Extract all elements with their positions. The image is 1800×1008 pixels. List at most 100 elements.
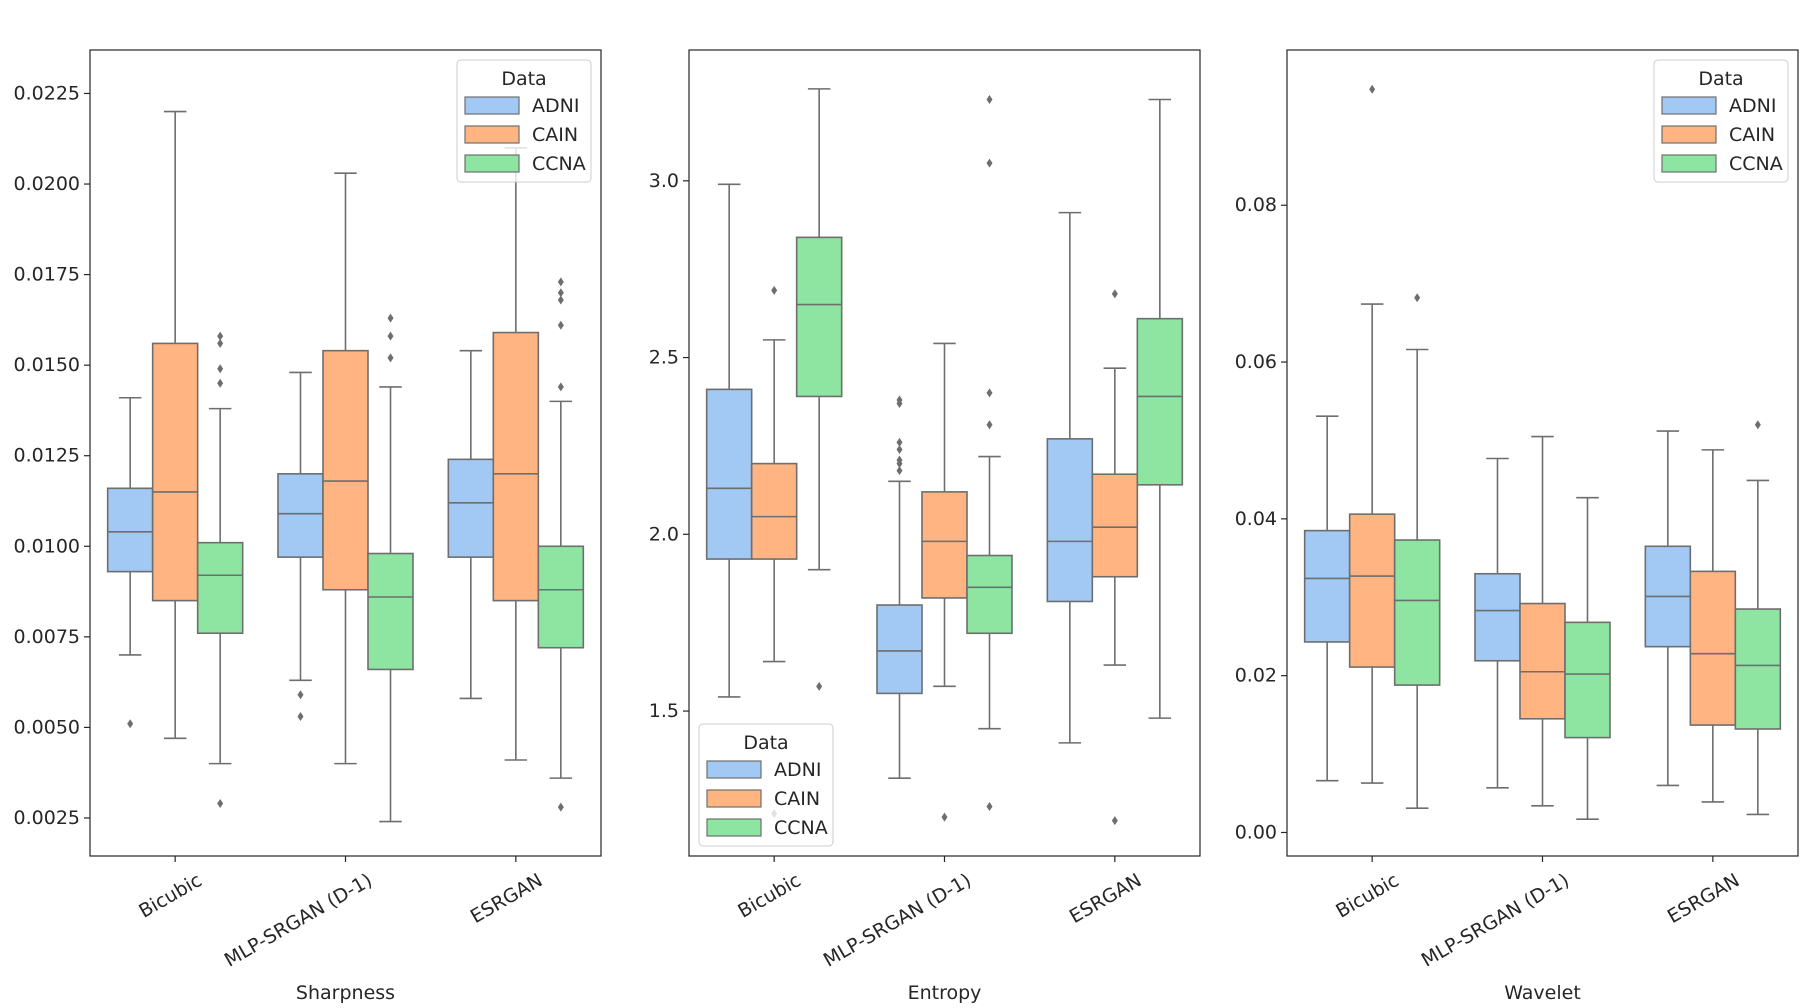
y-tick-label: 0.0175 — [14, 264, 80, 286]
legend-label-adni: ADNI — [1729, 95, 1776, 117]
legend: Data ADNI CAIN CCNA — [456, 59, 592, 183]
box-cain-1 — [921, 342, 968, 822]
y-tick-label: 2.5 — [649, 347, 679, 369]
outlier-point — [1111, 816, 1118, 826]
box-iqr — [705, 388, 753, 560]
box-iqr — [1734, 608, 1782, 730]
legend-swatch-ccna — [706, 818, 762, 837]
x-axis-label: Sharpness — [296, 982, 395, 1004]
x-tick-label: Bicubic — [734, 869, 804, 922]
box-cain-2 — [1689, 449, 1737, 803]
y-tick-label: 0.06 — [1235, 351, 1277, 373]
x-tick-label: ESRGAN — [1066, 869, 1146, 928]
outlier-point — [1369, 84, 1376, 94]
box-iqr — [277, 473, 324, 558]
outlier-point — [297, 712, 304, 722]
outlier-point — [387, 353, 394, 363]
outlier-point — [896, 459, 903, 469]
outlier-point — [557, 295, 564, 305]
legend-label-ccna: CCNA — [532, 153, 586, 175]
y-tick-label: 3.0 — [649, 170, 679, 192]
outlier-point — [986, 802, 993, 812]
legend-label-cain: CAIN — [1729, 124, 1775, 146]
box-iqr — [921, 491, 968, 599]
box-iqr — [1046, 438, 1094, 603]
y-tick-label: 0.0200 — [14, 173, 80, 195]
box-ccna-0 — [795, 88, 843, 691]
legend-swatch-adni — [1661, 96, 1717, 115]
box-iqr — [1689, 570, 1737, 726]
box-ccna-1 — [966, 94, 1013, 812]
x-tick-label: Bicubic — [135, 869, 205, 922]
outlier-point — [816, 681, 823, 691]
box-ccna-0 — [196, 331, 244, 808]
box-cain-2 — [492, 147, 540, 761]
y-tick-label: 0.0100 — [14, 535, 80, 557]
outlier-point — [941, 812, 948, 822]
y-tick-label: 2.0 — [649, 523, 679, 545]
x-tick-label: ESRGAN — [1664, 869, 1744, 928]
outlier-point — [557, 288, 564, 298]
outlier-point — [387, 313, 394, 323]
outlier-point — [896, 466, 903, 476]
box-iqr — [1091, 473, 1139, 578]
legend-label-ccna: CCNA — [1729, 153, 1783, 175]
box-iqr — [151, 342, 199, 602]
legend-title: Data — [1698, 68, 1743, 90]
outlier-point — [986, 388, 993, 398]
legend-frame — [698, 723, 834, 847]
box-iqr — [1348, 513, 1396, 668]
box-adni-2 — [1046, 211, 1094, 744]
box-iqr — [1474, 572, 1521, 662]
outlier-point — [217, 331, 224, 341]
y-tick-label: 0.0075 — [14, 626, 80, 648]
box-iqr — [367, 552, 414, 671]
box-iqr — [537, 545, 585, 649]
chart-panel-sharpness: 0.0025 0.0050 0.0075 0.0100 0.0125 0.0150 0.01… — [14, 49, 602, 1004]
x-axis-label: Wavelet — [1504, 982, 1581, 1004]
outlier-point — [986, 94, 993, 104]
box-ccna-1 — [367, 313, 414, 823]
box-ccna-2 — [1136, 98, 1184, 719]
box-adni-2 — [1644, 430, 1692, 787]
y-tick-label: 0.02 — [1235, 665, 1277, 687]
y-tick-label: 0.0050 — [14, 716, 80, 738]
box-adni-0 — [705, 183, 753, 698]
box-iqr — [750, 462, 798, 560]
y-tick-label: 0.08 — [1235, 194, 1277, 216]
box-cain-0 — [151, 110, 199, 740]
chart-panel-wavelet: 0.00 0.02 0.04 0.06 0.08 Bicubic MLP-SRGAN (D-… — [1235, 49, 1799, 1004]
box-iqr — [966, 554, 1013, 635]
outlier-point — [1111, 289, 1118, 299]
box-iqr — [322, 349, 369, 591]
legend-label-ccna: CCNA — [774, 817, 828, 839]
legend-label-adni: ADNI — [774, 759, 821, 781]
box-iqr — [1564, 621, 1611, 739]
box-cain-1 — [1519, 435, 1566, 807]
outlier-point — [896, 437, 903, 447]
legend-title: Data — [743, 732, 788, 754]
box-ccna-0 — [1393, 293, 1441, 809]
box-cain-2 — [1091, 289, 1139, 826]
y-tick-label: 0.0225 — [14, 82, 80, 104]
box-iqr — [1393, 539, 1441, 686]
box-iqr — [106, 487, 154, 573]
legend-frame — [456, 59, 592, 183]
outlier-point — [557, 802, 564, 812]
outlier-point — [217, 364, 224, 374]
box-iqr — [492, 331, 540, 602]
box-ccna-2 — [537, 277, 585, 812]
legend-swatch-cain — [464, 125, 520, 144]
legend: Data ADNI CAIN CCNA — [698, 723, 834, 847]
outlier-point — [217, 338, 224, 348]
outlier-point — [217, 798, 224, 808]
x-tick-label: Bicubic — [1332, 869, 1402, 922]
y-tick-label: 0.00 — [1235, 821, 1277, 843]
box-iqr — [876, 604, 923, 695]
box-adni-2 — [447, 349, 495, 700]
legend-label-cain: CAIN — [774, 788, 820, 810]
outlier-point — [1754, 420, 1761, 430]
legend-frame — [1653, 59, 1789, 183]
y-tick-label: 0.0125 — [14, 445, 80, 467]
y-tick-label: 1.5 — [649, 700, 679, 722]
